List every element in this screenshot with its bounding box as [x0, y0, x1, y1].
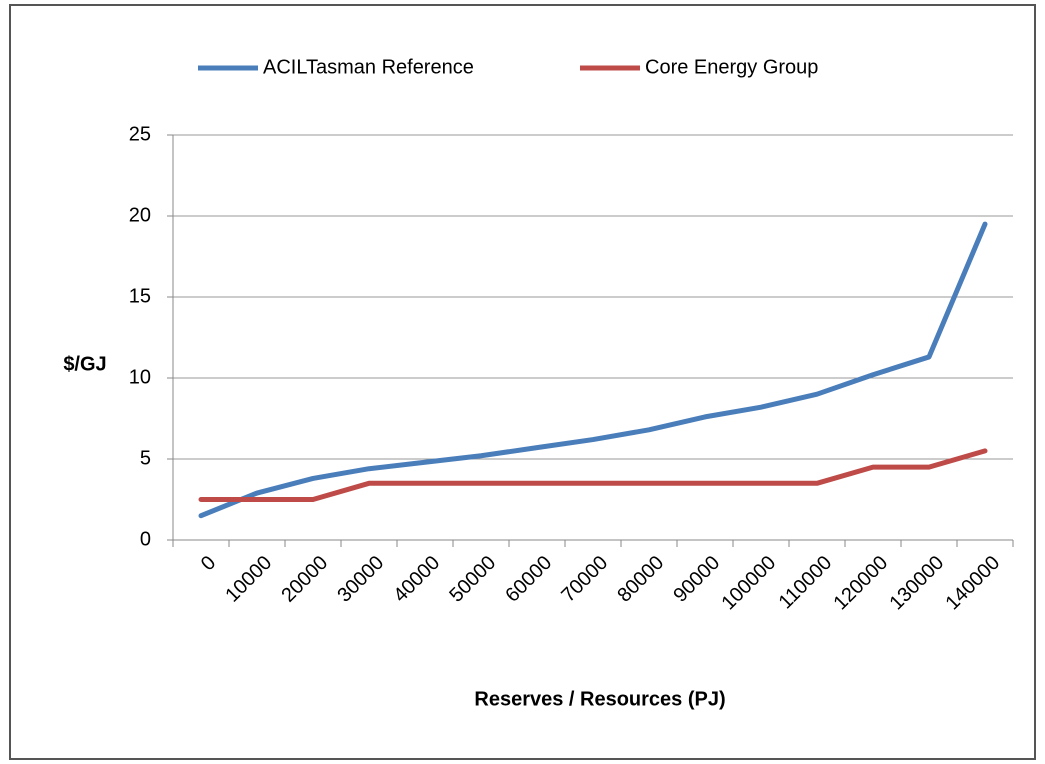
legend-label: ACILTasman Reference	[263, 56, 474, 78]
y-axis-title: $/GJ	[63, 353, 106, 375]
y-tick-label: 20	[129, 204, 151, 226]
x-axis-title: Reserves / Resources (PJ)	[474, 688, 725, 710]
y-tick-label: 0	[140, 528, 151, 550]
chart-border	[9, 4, 1036, 760]
y-tick-label: 5	[140, 447, 151, 469]
y-tick-label: 10	[129, 366, 151, 388]
line	[198, 448, 988, 502]
legend-label: Core Energy Group	[645, 56, 818, 78]
y-tick-label: 25	[129, 123, 151, 145]
y-tick-label: 15	[129, 285, 151, 307]
line	[198, 221, 988, 519]
